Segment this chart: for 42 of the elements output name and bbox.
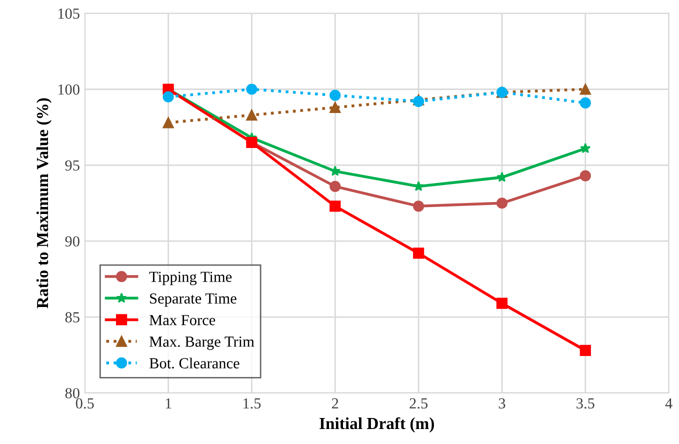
legend-label: Max. Barge Trim bbox=[149, 336, 254, 350]
y-axis-title: Ratio to Maximum Value (%) bbox=[36, 98, 52, 308]
point bbox=[580, 84, 591, 95]
x-tick-label: 3.5 bbox=[576, 398, 594, 409]
point bbox=[413, 200, 424, 212]
x-tick-label: 4 bbox=[665, 398, 672, 408]
point bbox=[246, 84, 258, 95]
point bbox=[330, 90, 341, 101]
point bbox=[413, 96, 424, 107]
y-tick-label: 100 bbox=[58, 84, 80, 95]
x-tick-label: 0.5 bbox=[76, 398, 94, 409]
x-tick-label: 1.5 bbox=[244, 398, 261, 409]
point bbox=[330, 102, 341, 114]
x-tick-label: 3 bbox=[498, 398, 506, 409]
x-tick-label: 2 bbox=[332, 398, 338, 408]
point bbox=[496, 298, 508, 309]
legend-label: Max Force bbox=[149, 315, 216, 326]
point bbox=[580, 97, 591, 108]
point bbox=[162, 117, 174, 128]
y-tick-label: 95 bbox=[65, 160, 80, 171]
point bbox=[413, 180, 424, 192]
x-axis-title: Initial Draft (m) bbox=[320, 417, 434, 432]
point bbox=[496, 172, 508, 182]
point bbox=[330, 200, 341, 212]
legend-label: Bot. Clearance bbox=[149, 358, 240, 369]
point bbox=[580, 170, 591, 182]
y-tick-label: 105 bbox=[58, 8, 80, 19]
point bbox=[413, 248, 424, 259]
point bbox=[162, 91, 174, 102]
point bbox=[580, 344, 591, 356]
legend-label: Separate Time bbox=[150, 293, 236, 307]
y-tick-label: 85 bbox=[65, 312, 80, 322]
point bbox=[580, 142, 591, 154]
point bbox=[246, 110, 258, 121]
point bbox=[330, 166, 340, 176]
x-tick-label: 2.5 bbox=[410, 398, 428, 409]
point bbox=[330, 180, 341, 192]
y-tick-label: 90 bbox=[65, 236, 80, 247]
point bbox=[496, 198, 508, 209]
x-tick-label: 1 bbox=[166, 398, 172, 408]
y-tick-label: 80 bbox=[65, 388, 80, 398]
legend-label: Tipping Time bbox=[149, 272, 232, 286]
